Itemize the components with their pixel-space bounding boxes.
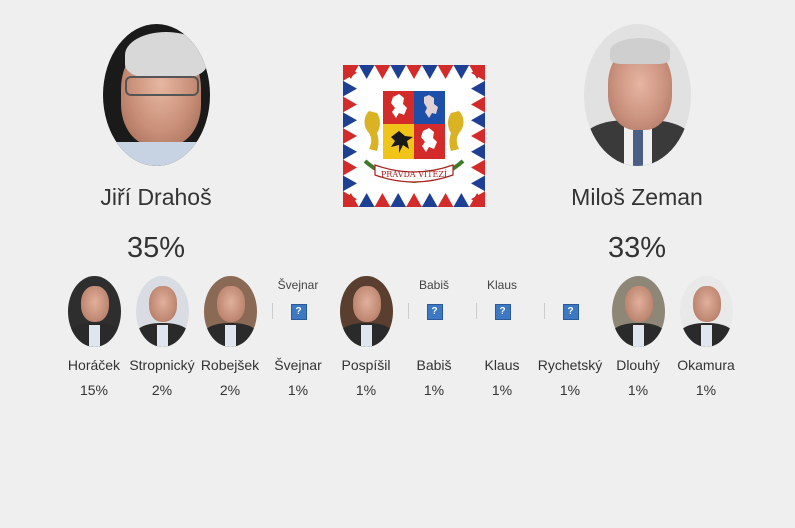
- drahos-portrait: [102, 24, 210, 166]
- candidate-percent: 1%: [627, 382, 649, 398]
- candidate-photo: Klaus?: [475, 276, 529, 347]
- candidate-percent: 1%: [491, 382, 513, 398]
- candidate-name: Horáček: [67, 357, 121, 373]
- candidate-tile: Dlouhý 1%: [604, 276, 672, 398]
- candidate-name: Rychetský: [537, 357, 603, 373]
- candidate-name: Robejšek: [200, 357, 260, 373]
- broken-image-icon: ?: [290, 304, 307, 320]
- presidential-standard: PRAVDA VÍTĚZÍ: [343, 65, 485, 207]
- broken-image-alt-text: Švejnar: [277, 278, 319, 292]
- leader-name: Miloš Zeman: [571, 184, 703, 210]
- candidate-name: Švejnar: [274, 357, 322, 373]
- candidate-photo: Švejnar?: [271, 276, 325, 347]
- candidate-name: Pospíšil: [341, 357, 391, 373]
- leader-percent: 35%: [126, 232, 186, 264]
- broken-image-alt-text: Babiš: [418, 278, 450, 292]
- candidate-tile: Okamura 1%: [672, 276, 740, 398]
- candidate-percent: 1%: [287, 382, 309, 398]
- candidate-tile: Horáček 15%: [60, 276, 128, 398]
- candidate-tile: Švejnar? Švejnar 1%: [264, 276, 332, 398]
- candidate-percent: 15%: [79, 382, 109, 398]
- candidate-name: Stropnický: [129, 357, 195, 373]
- candidate-percent: 2%: [219, 382, 241, 398]
- candidate-percent: 2%: [151, 382, 173, 398]
- candidate-percent: 1%: [695, 382, 717, 398]
- broken-image-icon: ?: [494, 304, 511, 320]
- broken-image-alt-text: Klaus: [486, 278, 518, 292]
- candidate-photo: [203, 276, 257, 347]
- candidate-tile: Klaus? Klaus 1%: [468, 276, 536, 398]
- candidate-photo: [135, 276, 189, 347]
- candidate-tile: Stropnický 2%: [128, 276, 196, 398]
- candidate-tile: Pospíšil 1%: [332, 276, 400, 398]
- broken-image-icon: ?: [426, 304, 443, 320]
- candidate-percent: 1%: [559, 382, 581, 398]
- candidate-photo: [611, 276, 665, 347]
- candidate-percent: 1%: [423, 382, 445, 398]
- candidate-photo: Babiš?: [407, 276, 461, 347]
- candidate-photo: [339, 276, 393, 347]
- leader-name: Jiří Drahoš: [100, 184, 212, 210]
- motto-text: PRAVDA VÍTĚZÍ: [381, 170, 447, 179]
- candidate-photo: [679, 276, 733, 347]
- leader-zeman: Miloš Zeman 33%: [557, 24, 717, 265]
- candidate-tile: Babiš? Babiš 1%: [400, 276, 468, 398]
- candidate-tile: Robejšek 2%: [196, 276, 264, 398]
- zeman-portrait: [583, 24, 691, 166]
- leader-percent: 33%: [607, 232, 667, 264]
- candidate-photo: [67, 276, 121, 347]
- broken-image-icon: ?: [562, 304, 579, 320]
- candidate-name: Klaus: [484, 357, 520, 373]
- leader-drahos: Jiří Drahoš 35%: [76, 24, 236, 265]
- candidate-name: Dlouhý: [616, 357, 660, 373]
- candidate-name: Okamura: [677, 357, 735, 373]
- candidate-tile: ? Rychetský 1%: [536, 276, 604, 398]
- candidate-name: Babiš: [416, 357, 452, 373]
- candidate-percent: 1%: [355, 382, 377, 398]
- candidate-photo: ?: [543, 276, 597, 347]
